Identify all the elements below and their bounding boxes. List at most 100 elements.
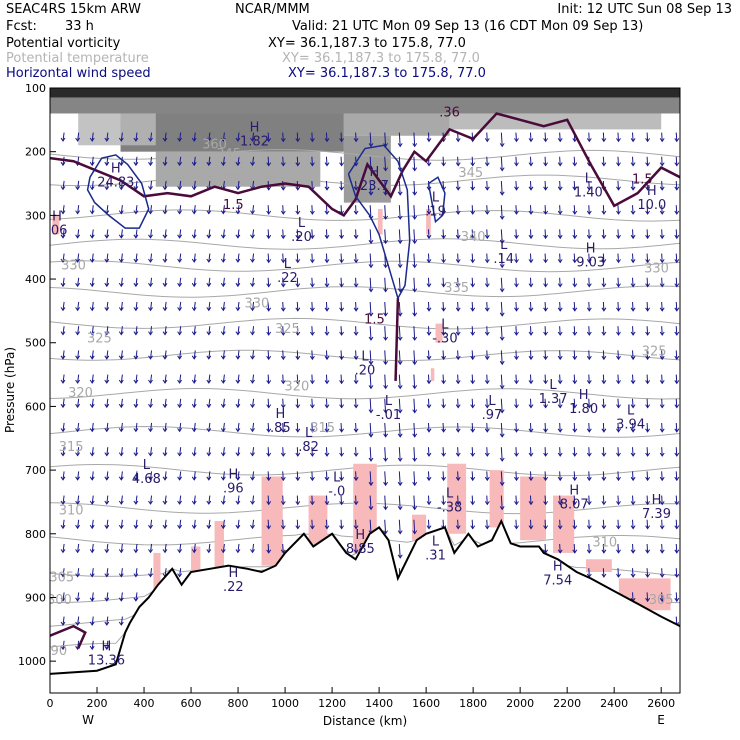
wind-vector — [77, 616, 80, 626]
wind-vector — [91, 640, 94, 650]
wind-vector — [369, 326, 372, 341]
wind-vector — [267, 471, 270, 481]
wind-arrowhead — [295, 259, 301, 264]
wind-vector — [340, 229, 343, 239]
wind-arrowhead — [89, 282, 95, 288]
wind-arrowhead — [266, 525, 272, 530]
wind-arrowhead — [104, 355, 110, 360]
wind-arrowhead — [104, 234, 110, 239]
wind-vector — [588, 374, 590, 384]
wind-vector — [208, 253, 211, 263]
extremum-value: 9.03 — [576, 255, 605, 270]
wind-arrowhead — [104, 161, 110, 167]
wind-arrowhead — [514, 162, 519, 167]
wind-vector — [340, 205, 343, 215]
extremum-kind: H — [652, 493, 662, 508]
wind-arrowhead — [368, 288, 374, 293]
wind-arrowhead — [339, 501, 345, 506]
wind-vector — [208, 132, 211, 142]
wind-vector — [617, 301, 619, 311]
valid-time: Valid: 21 UTC Mon 09 Sep 13 (16 CDT Mon … — [292, 19, 644, 34]
wind-arrowhead — [89, 621, 95, 626]
wind-vector — [675, 205, 678, 215]
wind-arrowhead — [191, 282, 197, 288]
wind-arrowhead — [118, 524, 124, 530]
wind-vector — [325, 495, 328, 505]
wind-vector — [164, 543, 167, 553]
wind-vector — [675, 447, 678, 457]
wind-arrowhead — [280, 162, 286, 167]
wind-arrowhead — [89, 210, 95, 215]
wind-vector — [369, 350, 372, 365]
extremum-value: .22 — [223, 580, 244, 595]
wind-vector — [413, 422, 416, 437]
extremum-value: 1.80 — [569, 402, 598, 417]
wind-vector — [355, 180, 357, 190]
wind-arrowhead — [368, 385, 374, 390]
wind-vector — [222, 253, 225, 263]
wind-vector — [282, 277, 284, 287]
wind-vector — [77, 132, 80, 142]
wind-vector — [62, 495, 65, 505]
wind-arrowhead — [383, 506, 389, 511]
wind-arrowhead — [206, 137, 212, 142]
wind-arrowhead — [89, 476, 95, 481]
wind-vector — [179, 132, 182, 142]
wind-vector — [208, 277, 211, 287]
wind-arrowhead — [659, 452, 665, 457]
wind-vector — [135, 422, 138, 432]
wind-vector — [106, 350, 109, 359]
wind-arrowhead — [470, 283, 476, 288]
wind-arrowhead — [484, 234, 490, 240]
wind-vector — [369, 519, 372, 534]
wind-arrowhead — [250, 137, 255, 142]
theta-label: 310 — [592, 536, 617, 551]
wind-arrowhead — [645, 234, 651, 240]
x-east-label: E — [657, 713, 665, 727]
wind-vector — [252, 374, 255, 384]
theta-line — [50, 149, 680, 161]
wind-arrowhead — [133, 258, 139, 263]
wind-arrowhead — [470, 428, 476, 433]
wind-arrowhead — [455, 162, 461, 167]
wind-arrowhead — [630, 331, 636, 336]
wind-vector — [296, 447, 299, 457]
wind-arrowhead — [674, 234, 680, 240]
wind-arrowhead — [543, 476, 549, 482]
extremum-kind: H — [275, 407, 285, 422]
wind-arrowhead — [235, 331, 241, 336]
wind-arrowhead — [162, 282, 168, 288]
wind-vector — [120, 471, 123, 480]
wind-vector — [150, 543, 153, 553]
field-labels: 3603453453403353303303253253203203153153… — [42, 106, 674, 669]
wind-arrowhead — [89, 186, 95, 191]
wind-arrowhead — [60, 403, 66, 409]
wind-vector — [62, 326, 65, 335]
wind-vector — [77, 592, 80, 601]
wind-vector — [179, 471, 182, 480]
wind-vector — [150, 205, 153, 214]
wind-vector — [267, 229, 270, 239]
wind-vector — [413, 301, 416, 316]
wind-arrowhead — [383, 239, 389, 245]
wind-arrowhead — [484, 452, 490, 457]
field-legend-pv: Potential vorticity — [6, 36, 121, 51]
wind-arrowhead — [426, 501, 432, 506]
wind-arrowhead — [383, 215, 389, 220]
theta-label: 290 — [42, 644, 67, 659]
wind-arrowhead — [528, 428, 534, 433]
wind-arrowhead — [133, 524, 139, 530]
wind-arrowhead — [630, 476, 636, 482]
wind-arrowhead — [339, 331, 345, 336]
wind-arrowhead — [557, 162, 563, 167]
wind-arrowhead — [60, 573, 66, 578]
wind-vector — [471, 253, 474, 263]
wind-arrowhead — [586, 186, 592, 191]
wind-arrowhead — [133, 500, 139, 505]
wind-vector — [325, 422, 328, 432]
wind-arrowhead — [616, 525, 621, 530]
wind-arrowhead — [89, 524, 95, 530]
wind-arrowhead — [235, 307, 241, 312]
wind-arrowhead — [659, 476, 665, 482]
shade-band — [120, 113, 344, 152]
